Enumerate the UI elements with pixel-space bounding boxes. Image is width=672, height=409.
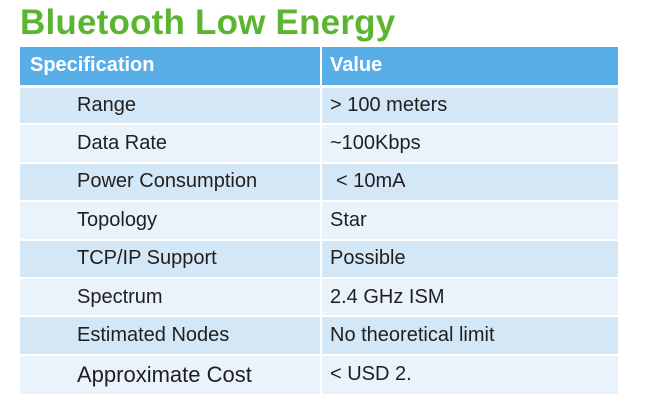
value-cell: > 100 meters: [320, 86, 618, 126]
table-row: Estimated Nodes No theoretical limit: [20, 316, 618, 356]
value-cell: No theoretical limit: [320, 316, 618, 356]
spec-cell: Estimated Nodes: [20, 316, 321, 356]
table-row: Data Rate ~100Kbps: [20, 124, 618, 164]
table-row: Range > 100 meters: [20, 86, 618, 126]
table-header-row: Specification Value: [20, 47, 618, 88]
spec-cell: Topology: [20, 201, 321, 241]
value-cell: ~100Kbps: [320, 124, 618, 164]
header-specification: Specification: [20, 47, 321, 88]
value-cell: < 10mA: [320, 162, 618, 203]
slide-title: Bluetooth Low Energy: [20, 3, 396, 42]
table-row: Power Consumption < 10mA: [20, 162, 618, 203]
table-row: TCP/IP Support Possible: [20, 239, 618, 279]
spec-cell: TCP/IP Support: [20, 239, 321, 279]
value-cell: Star: [320, 201, 618, 241]
table-row: Spectrum 2.4 GHz ISM: [20, 277, 618, 318]
spec-table: Specification Value Range > 100 meters D…: [20, 47, 618, 396]
spec-cell: Spectrum: [20, 277, 321, 318]
spec-cell: Approximate Cost: [20, 354, 321, 396]
value-cell: 2.4 GHz ISM: [320, 277, 618, 318]
table-row: Topology Star: [20, 201, 618, 241]
spec-cell: Range: [20, 86, 321, 126]
table-row: Approximate Cost < USD 2.: [20, 354, 618, 396]
value-cell: < USD 2.: [320, 354, 618, 396]
spec-cell: Data Rate: [20, 124, 321, 164]
spec-cell: Power Consumption: [20, 162, 321, 203]
value-cell: Possible: [320, 239, 618, 279]
header-value: Value: [320, 47, 618, 88]
